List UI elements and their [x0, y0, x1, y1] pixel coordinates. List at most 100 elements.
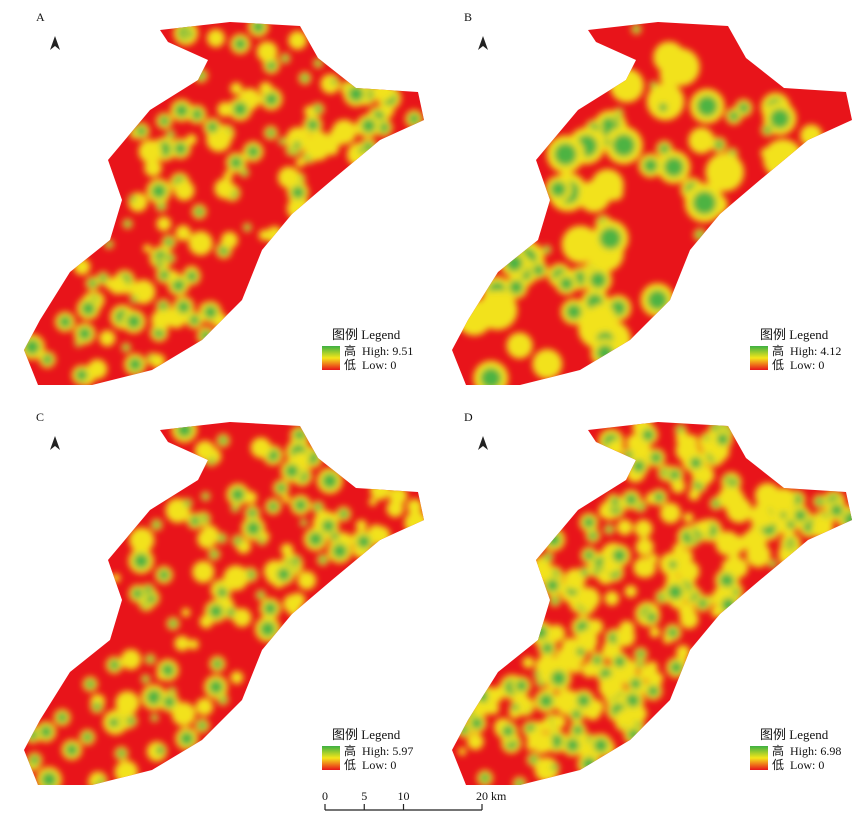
- heat-blob: [515, 679, 528, 692]
- heat-blob: [258, 229, 270, 241]
- heat-blob: [727, 557, 749, 579]
- heat-blob: [716, 433, 729, 446]
- heat-blob: [543, 246, 550, 253]
- heat-blob: [368, 524, 384, 540]
- heat-blob: [218, 534, 225, 542]
- heat-blob: [696, 519, 711, 535]
- legend-low-char: 低: [344, 758, 356, 772]
- heat-blob: [191, 108, 203, 121]
- heat-blob: [297, 570, 317, 590]
- heat-blob: [654, 492, 665, 503]
- heat-blob: [171, 702, 196, 727]
- heat-blob: [171, 278, 185, 292]
- heat-blob: [598, 676, 622, 699]
- heat-blob: [99, 330, 116, 347]
- heat-blob: [89, 772, 101, 784]
- north-arrow: [50, 36, 60, 50]
- heat-blob: [546, 579, 559, 592]
- heat-blob: [199, 614, 213, 629]
- heat-blob: [126, 716, 135, 725]
- heat-blob: [117, 749, 126, 758]
- heat-blob: [246, 521, 261, 536]
- north-arrow: [50, 436, 60, 450]
- heat-blob: [638, 666, 653, 680]
- heat-blob: [533, 625, 548, 640]
- heat-blob: [607, 439, 624, 457]
- heat-blob: [188, 231, 213, 256]
- heat-blob: [39, 725, 53, 738]
- legend-swatch: [750, 346, 768, 370]
- heat-blob: [247, 508, 257, 518]
- legend-low: Low: 0: [790, 758, 824, 772]
- heat-blob: [650, 452, 662, 464]
- heat-blob: [529, 755, 538, 764]
- heat-blob: [612, 548, 627, 563]
- heat-blob: [321, 473, 338, 489]
- heat-blob: [174, 103, 189, 118]
- heat-blob: [769, 108, 790, 129]
- heat-blob: [259, 81, 273, 95]
- heat-blob: [582, 757, 597, 772]
- heat-blob: [712, 499, 720, 508]
- heat-blob: [158, 301, 168, 311]
- heat-blob: [690, 457, 702, 469]
- heat-blob: [458, 747, 467, 756]
- heat-blob: [219, 696, 227, 704]
- heat-blob: [232, 505, 238, 511]
- scale-label: 5: [361, 789, 367, 803]
- heat-blob: [658, 103, 668, 112]
- heat-blob: [220, 231, 239, 249]
- heat-blob: [81, 301, 96, 316]
- region-base: [24, 22, 424, 385]
- heat-blob: [88, 279, 97, 288]
- heat-blob: [153, 521, 161, 529]
- heat-blob: [592, 655, 602, 666]
- heat-blob: [480, 773, 490, 783]
- heat-blob: [724, 476, 731, 483]
- heat-blob: [234, 537, 242, 545]
- heat-blob: [526, 729, 546, 749]
- heat-blob: [480, 367, 502, 385]
- heat-blob: [156, 260, 164, 268]
- heat-blob: [184, 500, 191, 507]
- legend-low: Low: 0: [362, 758, 396, 772]
- heat-blob: [209, 604, 223, 619]
- heat-blob: [502, 725, 514, 738]
- legend-title: 图例 Legend: [332, 327, 401, 342]
- heat-blob: [609, 68, 645, 103]
- legend-high-char: 高: [772, 743, 784, 758]
- heat-blob: [151, 715, 158, 721]
- heat-blob: [636, 660, 644, 667]
- heat-blob: [679, 549, 693, 564]
- heat-blob: [130, 196, 136, 202]
- heat-blob: [692, 191, 717, 215]
- heat-blob: [715, 531, 741, 556]
- heat-layer: [456, 422, 852, 785]
- heat-blob: [522, 656, 535, 669]
- heat-blob: [57, 712, 68, 723]
- heat-blob: [669, 469, 681, 481]
- heat-blob: [304, 135, 331, 161]
- heat-blob: [200, 330, 212, 342]
- heat-blob: [515, 779, 524, 785]
- heat-blob: [355, 519, 368, 532]
- heat-blob: [212, 659, 223, 669]
- heat-blob: [780, 511, 787, 519]
- heat-blob: [408, 113, 420, 125]
- heat-blob: [308, 531, 323, 547]
- heat-blob: [546, 532, 561, 547]
- heat-blob: [603, 139, 610, 146]
- heat-blob: [151, 309, 172, 331]
- heat-blob: [721, 597, 736, 612]
- heat-blob: [321, 519, 335, 533]
- heat-blob: [108, 275, 127, 295]
- heat-blob: [234, 37, 247, 51]
- heat-blob: [576, 693, 591, 708]
- heat-blob: [328, 127, 347, 147]
- heat-blob: [378, 122, 390, 133]
- legend-high-char: 高: [772, 343, 784, 358]
- heat-blob: [646, 612, 657, 623]
- heat-blob: [566, 303, 582, 320]
- scale-unit: km: [491, 789, 507, 803]
